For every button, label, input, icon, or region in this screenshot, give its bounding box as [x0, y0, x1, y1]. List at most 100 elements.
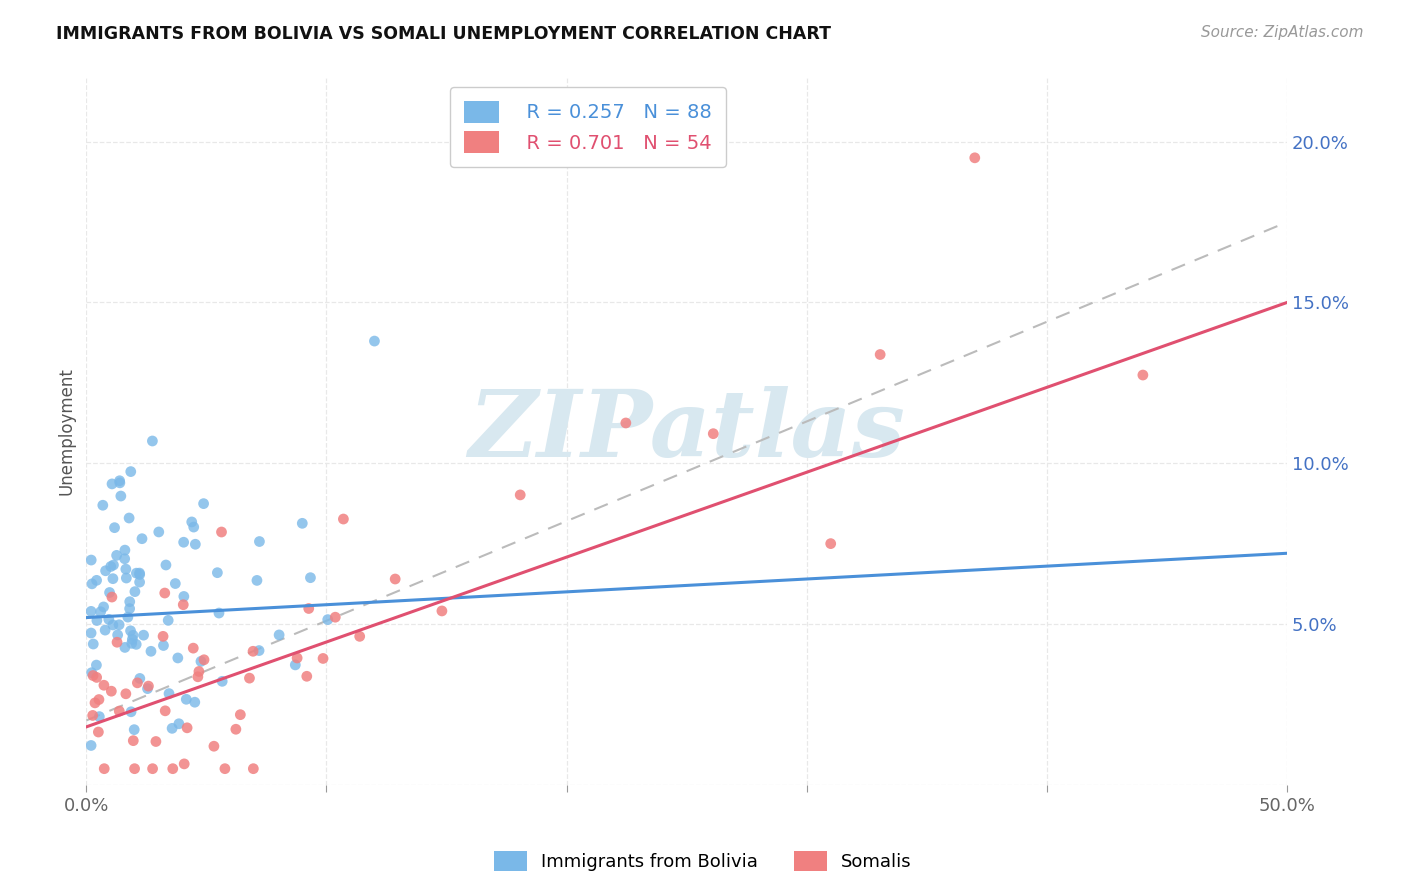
Point: [114, 640, 136, 655]
Point: [108, 704, 131, 718]
Point: [363, 334, 385, 348]
Point: [702, 426, 724, 441]
Point: [103, 521, 125, 535]
Point: [115, 571, 138, 585]
Point: [509, 488, 531, 502]
Point: [103, 558, 125, 572]
Point: [80, 553, 103, 567]
Point: [165, 576, 187, 591]
Point: [136, 681, 159, 696]
Point: [93, 762, 115, 776]
Point: [118, 595, 141, 609]
Point: [285, 651, 308, 665]
Point: [101, 476, 124, 491]
Point: [80, 739, 103, 753]
Point: [349, 629, 371, 643]
Point: [430, 604, 453, 618]
Point: [114, 543, 136, 558]
Point: [167, 716, 190, 731]
Point: [152, 629, 174, 643]
Point: [122, 733, 145, 747]
Point: [181, 641, 204, 656]
Point: [124, 762, 146, 776]
Point: [207, 566, 229, 580]
Point: [173, 756, 195, 771]
Point: [125, 637, 148, 651]
Point: [316, 613, 339, 627]
Point: [118, 511, 141, 525]
Point: [118, 601, 141, 615]
Point: [122, 723, 145, 737]
Point: [87, 692, 110, 706]
Point: [214, 762, 236, 776]
Point: [312, 651, 335, 665]
Point: [89, 709, 111, 723]
Point: [184, 537, 207, 551]
Point: [173, 535, 195, 549]
Point: [172, 598, 194, 612]
Point: [86, 614, 108, 628]
Point: [238, 671, 260, 685]
Point: [131, 532, 153, 546]
Point: [162, 762, 184, 776]
Point: [229, 707, 252, 722]
Point: [284, 657, 307, 672]
Point: [132, 628, 155, 642]
Point: [107, 628, 129, 642]
Point: [122, 628, 145, 642]
Point: [93, 678, 115, 692]
Point: [139, 644, 162, 658]
Point: [184, 695, 207, 709]
Point: [291, 516, 314, 531]
Point: [298, 601, 321, 615]
Point: [82, 637, 104, 651]
Point: [295, 669, 318, 683]
Point: [128, 567, 150, 582]
Point: [127, 676, 149, 690]
Point: [242, 762, 264, 776]
Point: [125, 566, 148, 581]
Text: IMMIGRANTS FROM BOLIVIA VS SOMALI UNEMPLOYMENT CORRELATION CHART: IMMIGRANTS FROM BOLIVIA VS SOMALI UNEMPL…: [56, 25, 831, 43]
Point: [183, 520, 205, 534]
Point: [208, 606, 231, 620]
Point: [242, 644, 264, 658]
Point: [86, 574, 108, 588]
Point: [94, 564, 117, 578]
Point: [148, 524, 170, 539]
Point: [211, 524, 233, 539]
Point: [174, 692, 197, 706]
Point: [115, 687, 138, 701]
Point: [323, 610, 346, 624]
Point: [128, 672, 150, 686]
Point: [176, 721, 198, 735]
Point: [187, 665, 209, 679]
Point: [100, 684, 122, 698]
Point: [101, 618, 124, 632]
Point: [332, 512, 354, 526]
Point: [249, 534, 271, 549]
Point: [166, 651, 188, 665]
Point: [84, 696, 107, 710]
Point: [247, 643, 270, 657]
Point: [110, 489, 132, 503]
Point: [94, 623, 117, 637]
Text: Source: ZipAtlas.com: Source: ZipAtlas.com: [1201, 25, 1364, 40]
Point: [153, 586, 176, 600]
Point: [128, 566, 150, 580]
Point: [157, 687, 180, 701]
Point: [225, 723, 247, 737]
Legend: Immigrants from Bolivia, Somalis: Immigrants from Bolivia, Somalis: [486, 844, 920, 879]
Point: [128, 575, 150, 590]
Point: [145, 734, 167, 748]
Point: [193, 497, 215, 511]
Point: [80, 577, 103, 591]
Point: [100, 559, 122, 574]
Point: [97, 612, 120, 626]
Point: [90, 605, 112, 619]
Point: [614, 416, 637, 430]
Point: [299, 571, 322, 585]
Legend:   R = 0.257   N = 88,   R = 0.701   N = 54: R = 0.257 N = 88, R = 0.701 N = 54: [450, 87, 725, 167]
Point: [211, 674, 233, 689]
Point: [108, 475, 131, 490]
Point: [180, 515, 202, 529]
